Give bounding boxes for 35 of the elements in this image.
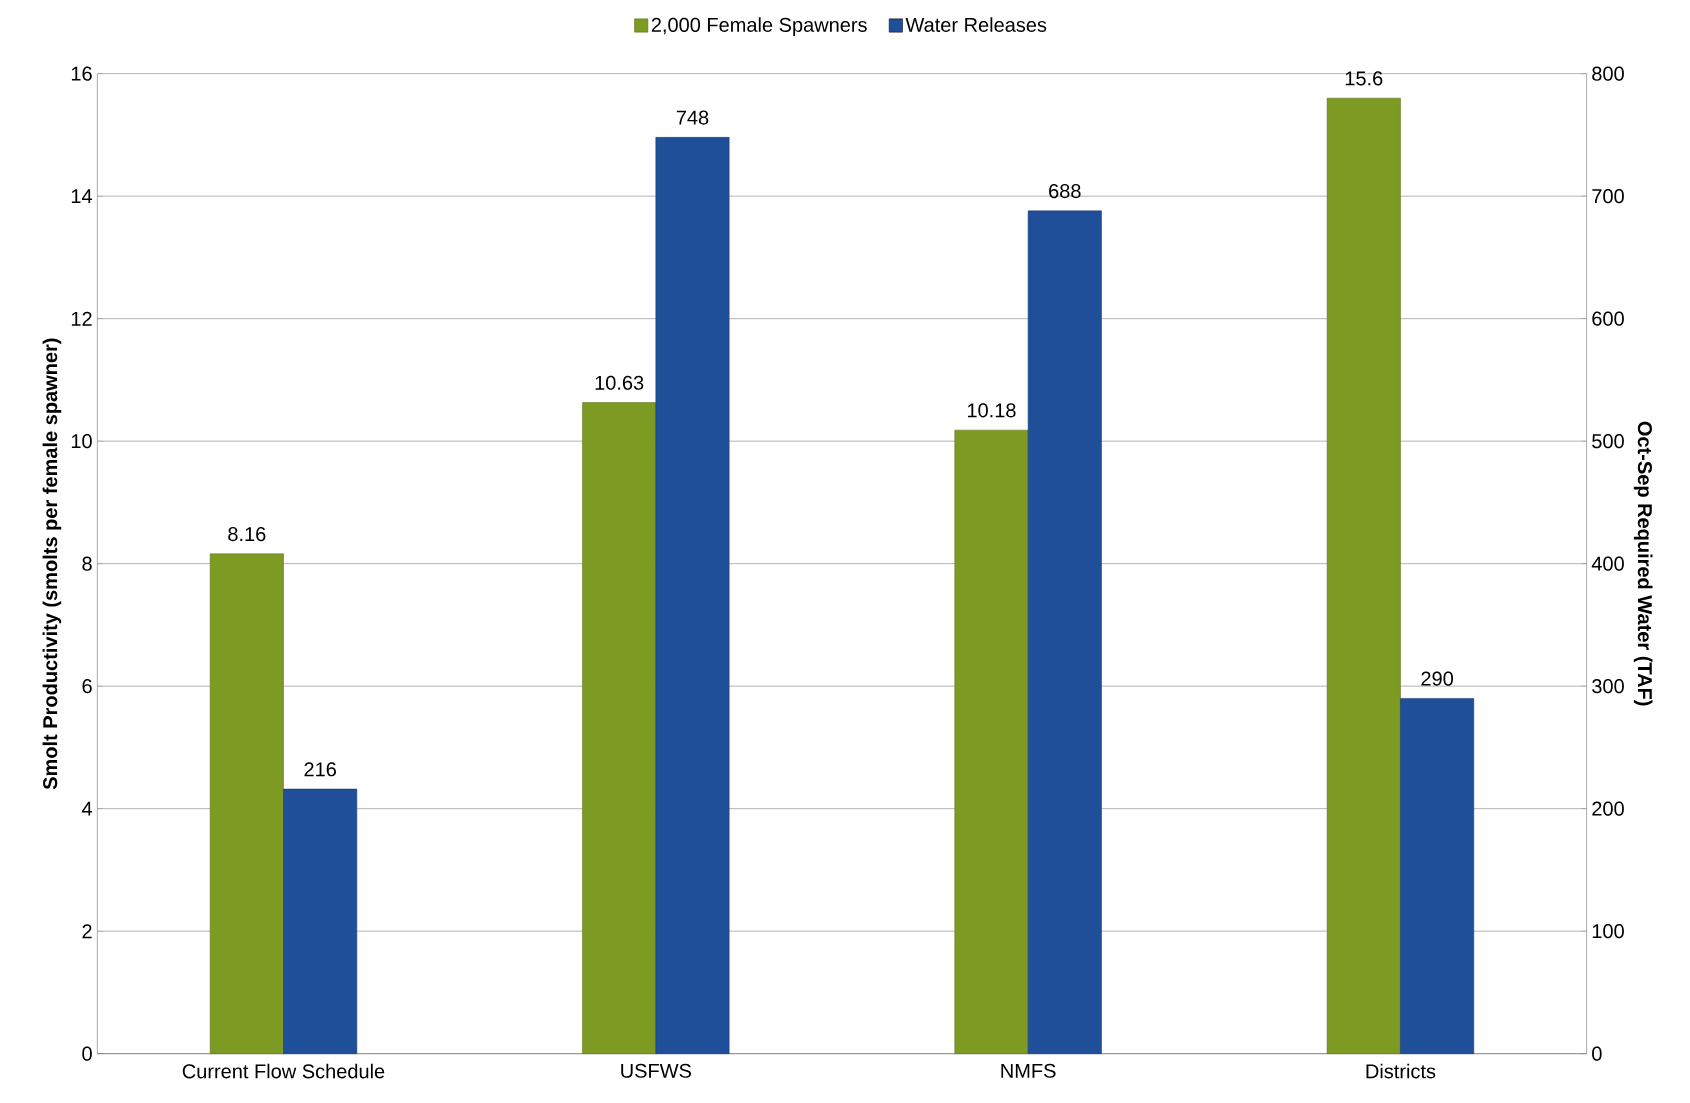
y-tick-label: 4 — [81, 801, 93, 816]
y2-tick-label: 400 — [1591, 556, 1624, 571]
y-axis-title: Smolt Productivity (smolts per female spawner) — [42, 338, 62, 790]
data-label: 748 — [676, 110, 709, 125]
x-tick-label: USFWS — [621, 1063, 692, 1078]
y2-tick-label: 600 — [1592, 311, 1624, 326]
data-label: 290 — [1421, 671, 1454, 686]
y-tick-label: 14 — [71, 189, 93, 204]
y-tick-label: 8 — [82, 556, 92, 571]
y-tick-label: 12 — [71, 311, 92, 326]
data-label: 688 — [1049, 183, 1081, 199]
y2-tick-label: 200 — [1592, 801, 1624, 816]
data-label: 216 — [304, 762, 336, 777]
y2-axis-title: Oct-Sep Required Water (TAF) — [1633, 421, 1653, 706]
data-label: 15.6 — [1345, 71, 1383, 86]
y2-tick-label: 0 — [1592, 1046, 1602, 1061]
x-tick-label: NMFS — [1001, 1063, 1056, 1078]
data-label: 10.18 — [967, 403, 1016, 418]
y2-tick-label: 300 — [1592, 679, 1624, 694]
y-tick-label: 0 — [82, 1046, 92, 1061]
y2-tick-label: 700 — [1592, 189, 1624, 204]
x-tick-label: Current Flow Schedule — [182, 1063, 385, 1079]
bar — [1326, 97, 1401, 1054]
data-label: 8.16 — [228, 526, 266, 542]
x-tick-label: Districts — [1366, 1063, 1436, 1079]
legend-label: Water Releases — [905, 17, 1047, 32]
y2-tick-label: 800 — [1592, 66, 1624, 81]
y2-tick-label: 100 — [1592, 924, 1624, 939]
y-tick-label: 10 — [71, 434, 92, 449]
legend-label: 2,000 Female Spawners — [651, 17, 867, 36]
data-label: 10.63 — [595, 375, 644, 390]
y-tick-label: 16 — [71, 66, 92, 81]
y2-tick-label: 500 — [1592, 434, 1624, 449]
y-tick-label: 2 — [82, 924, 92, 939]
y-tick-label: 6 — [82, 679, 92, 694]
